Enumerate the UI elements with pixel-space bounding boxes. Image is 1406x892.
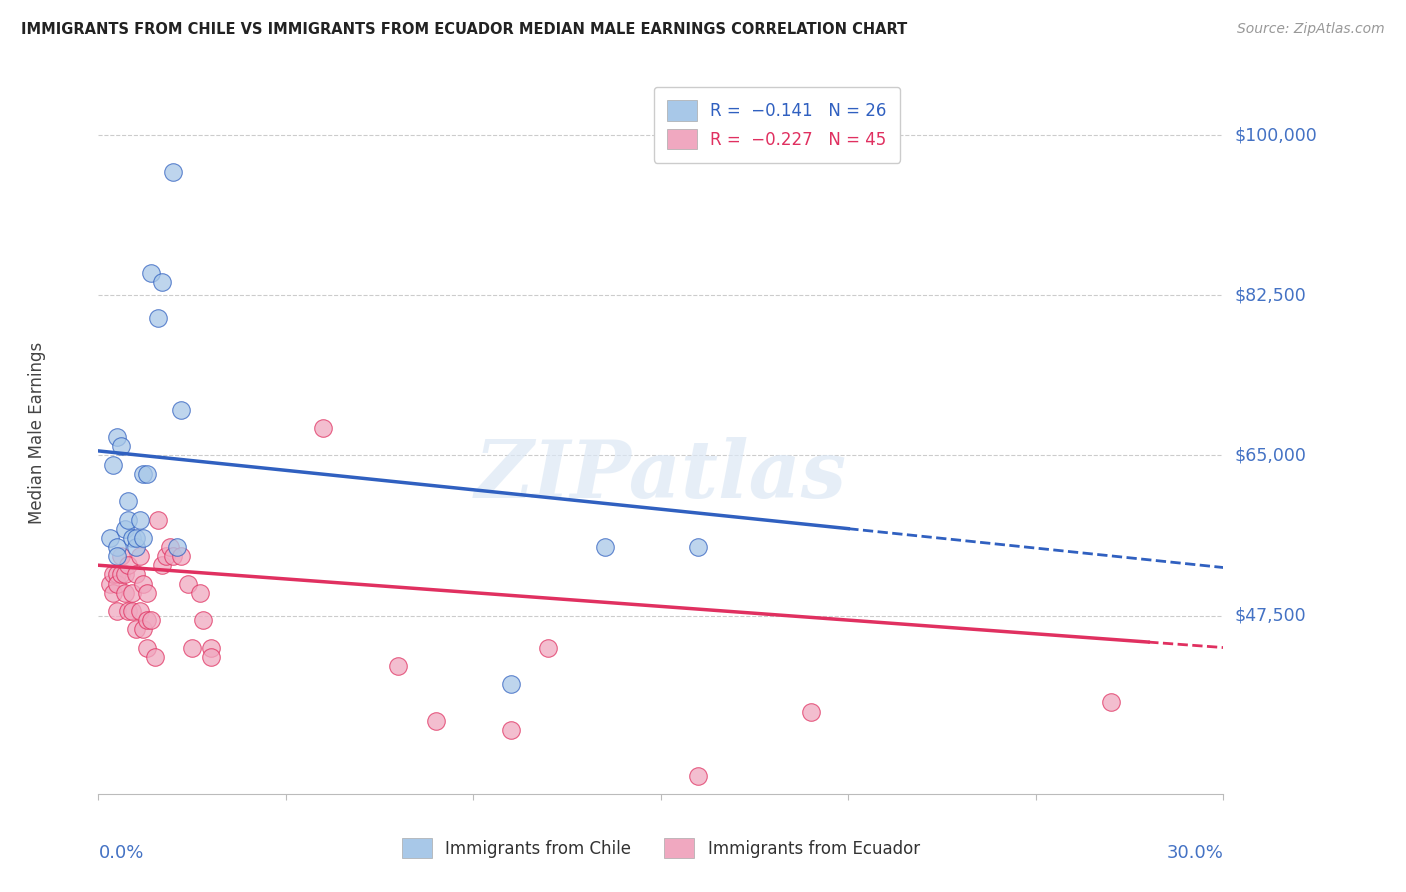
Point	[499, 723, 522, 737]
Point	[105, 567, 128, 582]
Point	[593, 540, 616, 554]
Point	[166, 540, 188, 554]
Point	[1099, 695, 1122, 709]
Point	[110, 549, 132, 563]
Point	[132, 531, 155, 545]
Point	[117, 512, 139, 526]
Point	[121, 604, 143, 618]
Point	[125, 531, 148, 545]
Point	[200, 649, 222, 664]
Point	[103, 567, 125, 582]
Text: Median Male Earnings: Median Male Earnings	[28, 342, 45, 524]
Point	[150, 558, 173, 573]
Point	[110, 567, 132, 582]
Point	[132, 622, 155, 636]
Text: Source: ZipAtlas.com: Source: ZipAtlas.com	[1237, 22, 1385, 37]
Point	[128, 549, 150, 563]
Point	[114, 585, 136, 599]
Point	[132, 576, 155, 591]
Point	[139, 266, 162, 280]
Point	[170, 549, 193, 563]
Point	[148, 311, 170, 326]
Point	[114, 522, 136, 536]
Point	[136, 640, 159, 655]
Point	[148, 512, 170, 526]
Point	[688, 768, 710, 782]
Point	[125, 540, 148, 554]
Point	[177, 576, 200, 591]
Point	[105, 540, 128, 554]
Point	[128, 604, 150, 618]
Text: 0.0%: 0.0%	[98, 845, 143, 863]
Point	[159, 540, 181, 554]
Point	[136, 613, 159, 627]
Point	[162, 165, 184, 179]
Point	[117, 558, 139, 573]
Point	[98, 576, 121, 591]
Point	[103, 458, 125, 472]
Point	[200, 640, 222, 655]
Point	[162, 549, 184, 563]
Point	[387, 658, 409, 673]
Point	[170, 402, 193, 417]
Point	[125, 622, 148, 636]
Point	[121, 531, 143, 545]
Point	[150, 275, 173, 289]
Text: 30.0%: 30.0%	[1167, 845, 1223, 863]
Point	[110, 439, 132, 453]
Point	[98, 531, 121, 545]
Point	[114, 567, 136, 582]
Text: ZIPatlas: ZIPatlas	[475, 437, 846, 515]
Point	[105, 430, 128, 444]
Point	[125, 567, 148, 582]
Point	[181, 640, 204, 655]
Text: $47,500: $47,500	[1234, 607, 1306, 624]
Point	[800, 705, 823, 719]
Point	[117, 494, 139, 508]
Point	[688, 540, 710, 554]
Point	[143, 649, 166, 664]
Point	[136, 585, 159, 599]
Point	[105, 604, 128, 618]
Point	[117, 604, 139, 618]
Text: $65,000: $65,000	[1234, 447, 1306, 465]
Point	[105, 576, 128, 591]
Text: $100,000: $100,000	[1234, 127, 1317, 145]
Legend: Immigrants from Chile, Immigrants from Ecuador: Immigrants from Chile, Immigrants from E…	[395, 831, 927, 865]
Point	[128, 512, 150, 526]
Point	[188, 585, 211, 599]
Point	[155, 549, 177, 563]
Point	[425, 714, 447, 728]
Text: IMMIGRANTS FROM CHILE VS IMMIGRANTS FROM ECUADOR MEDIAN MALE EARNINGS CORRELATIO: IMMIGRANTS FROM CHILE VS IMMIGRANTS FROM…	[21, 22, 907, 37]
Point	[121, 585, 143, 599]
Point	[132, 467, 155, 481]
Point	[103, 585, 125, 599]
Point	[136, 467, 159, 481]
Point	[105, 549, 128, 563]
Point	[537, 640, 560, 655]
Point	[312, 421, 335, 435]
Point	[193, 613, 215, 627]
Point	[139, 613, 162, 627]
Text: $82,500: $82,500	[1234, 286, 1306, 304]
Point	[499, 677, 522, 691]
